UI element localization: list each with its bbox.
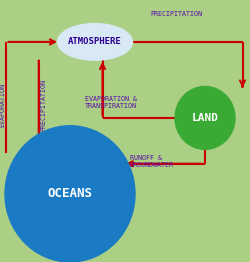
Text: LAND: LAND bbox=[192, 113, 218, 123]
Circle shape bbox=[175, 86, 235, 149]
Text: PRECIPITATION: PRECIPITATION bbox=[41, 79, 47, 131]
Circle shape bbox=[5, 126, 135, 262]
Text: EVAPORATION &
TRANSPIRATION: EVAPORATION & TRANSPIRATION bbox=[85, 96, 137, 109]
Text: PRECIPITATION: PRECIPITATION bbox=[150, 11, 202, 17]
Ellipse shape bbox=[58, 24, 132, 60]
Text: ATMOSPHERE: ATMOSPHERE bbox=[68, 37, 122, 46]
Text: RUNOFF &
GROUNDWATER: RUNOFF & GROUNDWATER bbox=[130, 155, 174, 168]
Text: EVAPORATION: EVAPORATION bbox=[0, 83, 5, 127]
Text: OCEANS: OCEANS bbox=[48, 187, 92, 200]
